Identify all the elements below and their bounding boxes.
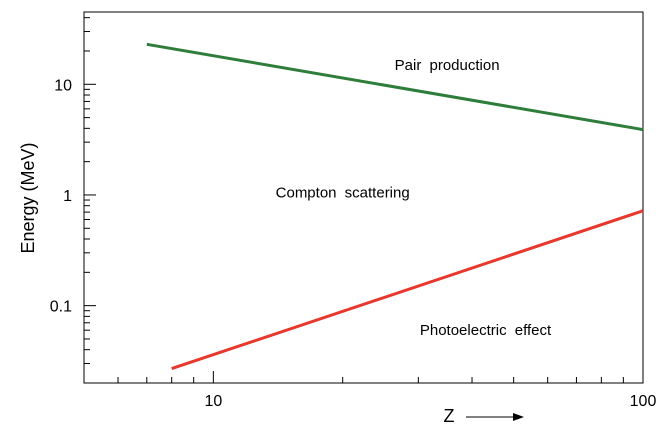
plot-frame <box>83 11 644 384</box>
series-line-2 <box>171 209 644 371</box>
y-tick-label: 1 <box>63 188 72 205</box>
x-axis-label: Z <box>444 406 455 426</box>
series-line-1 <box>146 42 644 132</box>
region-label: Pair production <box>395 57 500 74</box>
y-tick-label: 10 <box>54 77 72 94</box>
region-label: Photoelectric effect <box>420 322 552 339</box>
y-axis-label: Energy (MeV) <box>18 142 38 253</box>
x-tick-label: 100 <box>630 393 657 410</box>
region-label: Compton scattering <box>276 185 410 202</box>
x-tick-label: 10 <box>204 393 222 410</box>
y-tick-label: 0.1 <box>50 299 72 316</box>
x-axis-arrow <box>466 413 524 421</box>
